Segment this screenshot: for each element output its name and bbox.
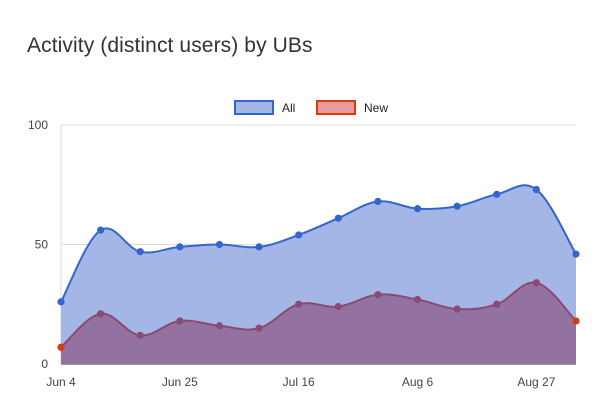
point-new-7 — [334, 303, 342, 311]
point-all-13 — [572, 250, 580, 258]
point-all-5 — [255, 243, 263, 251]
point-new-3 — [176, 317, 184, 325]
y-tick-0: 0 — [41, 357, 48, 371]
point-all-12 — [532, 185, 540, 194]
point-all-6 — [295, 231, 303, 239]
point-new-6 — [295, 300, 303, 308]
point-new-11 — [493, 300, 501, 308]
point-all-1 — [97, 226, 105, 234]
y-tick-100: 100 — [28, 118, 48, 132]
y-tick-50: 50 — [35, 238, 49, 252]
legend-swatch-all — [234, 100, 274, 115]
x-tick-2: Jul 16 — [283, 375, 315, 389]
point-new-8 — [374, 291, 382, 299]
point-new-12 — [532, 279, 540, 287]
x-tick-3: Aug 6 — [402, 375, 434, 389]
point-all-2 — [136, 248, 144, 256]
point-all-3 — [176, 243, 184, 251]
legend-swatch-new — [316, 100, 356, 115]
legend-label-all: All — [282, 101, 295, 115]
x-tick-4: Aug 27 — [517, 375, 555, 389]
point-new-13 — [572, 317, 580, 325]
legend: All New — [234, 100, 388, 115]
point-all-10 — [453, 202, 461, 210]
y-axis-tick-labels: 0 50 100 — [28, 118, 48, 371]
point-new-2 — [136, 331, 144, 339]
legend-label-new: New — [364, 101, 388, 115]
point-all-4 — [215, 240, 224, 249]
point-all-8 — [374, 197, 382, 206]
point-all-0 — [57, 298, 65, 306]
point-all-11 — [493, 190, 501, 198]
point-new-10 — [453, 305, 461, 313]
point-new-1 — [97, 310, 105, 318]
series-points — [57, 185, 580, 351]
point-new-9 — [413, 295, 422, 304]
area-new — [61, 282, 576, 364]
chart-title: Activity (distinct users) by UBs — [27, 34, 313, 57]
x-tick-1: Jun 25 — [162, 375, 198, 389]
series-areas — [61, 185, 576, 364]
point-all-9 — [413, 205, 422, 213]
point-new-0 — [57, 343, 65, 351]
point-new-4 — [215, 322, 224, 330]
x-tick-0: Jun 4 — [46, 375, 76, 389]
point-new-5 — [255, 324, 263, 332]
point-all-7 — [334, 214, 342, 222]
x-axis-tick-labels: Jun 4 Jun 25 Jul 16 Aug 6 Aug 27 — [46, 375, 555, 389]
